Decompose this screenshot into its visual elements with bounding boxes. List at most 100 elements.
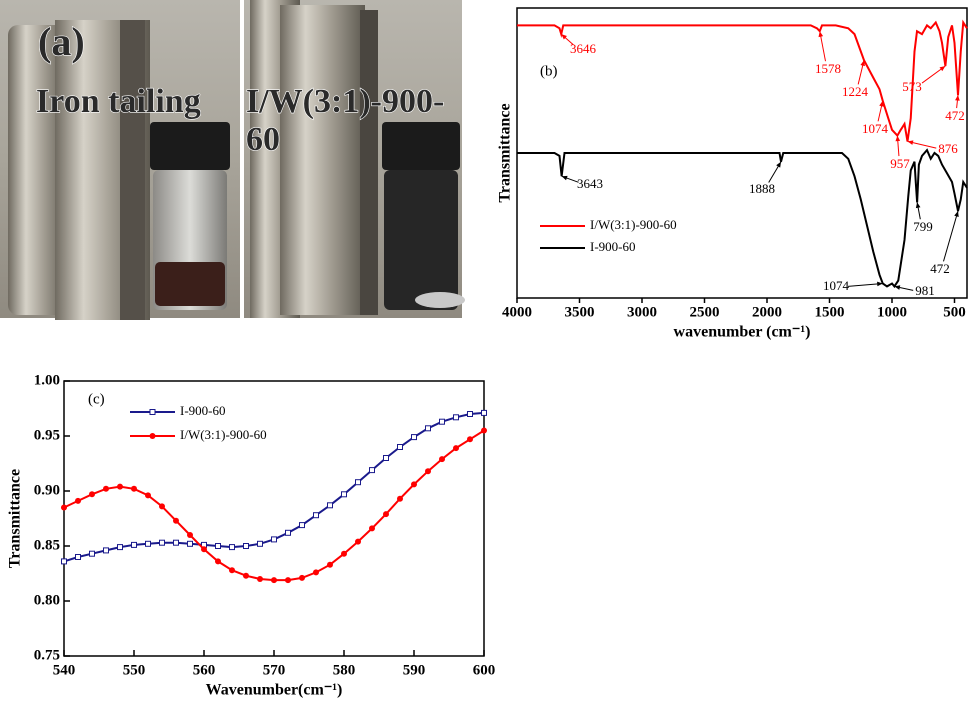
- marker: [398, 445, 403, 450]
- plot-frame: [64, 381, 484, 656]
- photo: (a) Iron tailing I/W(3:1)-900- 60: [0, 0, 465, 320]
- x-tick-label: 2500: [690, 304, 720, 320]
- marker: [89, 491, 95, 497]
- peak-arrowhead: [954, 211, 958, 217]
- marker: [61, 505, 67, 511]
- legend-label: I-900-60: [590, 239, 636, 254]
- marker: [216, 544, 221, 549]
- marker: [356, 480, 361, 485]
- marker: [468, 412, 473, 417]
- peak-label: 472: [945, 108, 965, 123]
- peak-label: 799: [913, 219, 933, 234]
- marker: [426, 426, 431, 431]
- marker: [146, 541, 151, 546]
- panel-label: (a): [38, 19, 85, 64]
- panel-label: (c): [88, 391, 105, 407]
- x-tick-label: 600: [473, 662, 496, 678]
- peak-arrowhead: [895, 136, 900, 142]
- marker: [453, 445, 459, 451]
- marker: [173, 518, 179, 524]
- peak-label: 3646: [570, 41, 597, 56]
- x-tick-label: 3000: [627, 304, 657, 320]
- x-tick-label: 590: [403, 662, 426, 678]
- legend-label: I/W(3:1)-900-60: [180, 427, 267, 442]
- marker: [187, 532, 193, 538]
- marker: [313, 569, 319, 575]
- series-line: [64, 431, 484, 581]
- x-tick-label: 3500: [565, 304, 595, 320]
- marker: [243, 573, 249, 579]
- x-tick-label: 550: [123, 662, 146, 678]
- marker: [397, 496, 403, 502]
- y-tick-label: 1.00: [34, 372, 60, 388]
- marker: [103, 486, 109, 492]
- marker: [271, 577, 277, 583]
- marker: [481, 428, 487, 434]
- peak-label: 1074: [823, 278, 850, 293]
- marker: [159, 503, 165, 509]
- x-axis-label: Wavenumber(cm⁻¹): [206, 682, 343, 699]
- marker: [244, 544, 249, 549]
- chart: 5405505605705805906000.750.800.850.900.9…: [7, 372, 496, 698]
- marker: [467, 436, 473, 442]
- peak-label: 1224: [842, 84, 869, 99]
- x-tick-label: 560: [193, 662, 216, 678]
- legend-marker: [150, 433, 156, 439]
- marker: [132, 542, 137, 547]
- marker: [425, 468, 431, 474]
- peak-label: 1888: [749, 181, 775, 196]
- marker: [299, 575, 305, 581]
- x-tick-label: 500: [943, 304, 966, 320]
- marker: [229, 567, 235, 573]
- x-tick-label: 540: [53, 662, 76, 678]
- x-tick-label: 580: [333, 662, 356, 678]
- marker: [90, 551, 95, 556]
- marker: [145, 492, 151, 498]
- y-axis-label: Transmittance: [497, 103, 514, 202]
- marker: [383, 511, 389, 517]
- marker: [131, 486, 137, 492]
- x-tick-label: 570: [263, 662, 286, 678]
- marker: [327, 562, 333, 568]
- x-tick-label: 1000: [877, 304, 907, 320]
- marker: [411, 481, 417, 487]
- y-tick-label: 0.95: [34, 427, 60, 443]
- marker: [285, 577, 291, 583]
- marker: [62, 559, 67, 564]
- legend-marker: [150, 410, 155, 415]
- peak-label: 981: [915, 283, 935, 298]
- peak-arrowhead: [940, 66, 946, 71]
- marker: [257, 576, 263, 582]
- y-axis-label: Transmittance: [7, 469, 24, 568]
- marker: [412, 435, 417, 440]
- marker: [160, 540, 165, 545]
- marker: [188, 541, 193, 546]
- marker: [104, 548, 109, 553]
- marker: [369, 525, 375, 531]
- peak-arrow: [944, 211, 958, 261]
- marker: [355, 539, 361, 545]
- marker: [201, 546, 207, 552]
- marker: [76, 555, 81, 560]
- marker: [118, 545, 123, 550]
- marker: [482, 410, 487, 415]
- marker: [341, 551, 347, 557]
- photo-caption: 60: [246, 121, 280, 158]
- marker: [440, 419, 445, 424]
- marker: [117, 484, 123, 490]
- y-tick-label: 0.75: [34, 647, 60, 663]
- marker: [258, 541, 263, 546]
- marker: [454, 415, 459, 420]
- marker: [439, 456, 445, 462]
- marker: [272, 537, 277, 542]
- marker: [342, 492, 347, 497]
- marker: [215, 558, 221, 564]
- x-tick-label: 4000: [502, 304, 532, 320]
- y-tick-label: 0.80: [34, 592, 60, 608]
- x-tick-label: 1500: [815, 304, 845, 320]
- chart: 4000350030002500200015001000500wavenumbe…: [497, 8, 967, 341]
- peak-label: 3643: [577, 176, 603, 191]
- figure: (a) Iron tailing I/W(3:1)-900- 60 4000 35…: [0, 0, 968, 702]
- peak-label: 573: [902, 79, 922, 94]
- peak-label: 1074: [862, 121, 889, 136]
